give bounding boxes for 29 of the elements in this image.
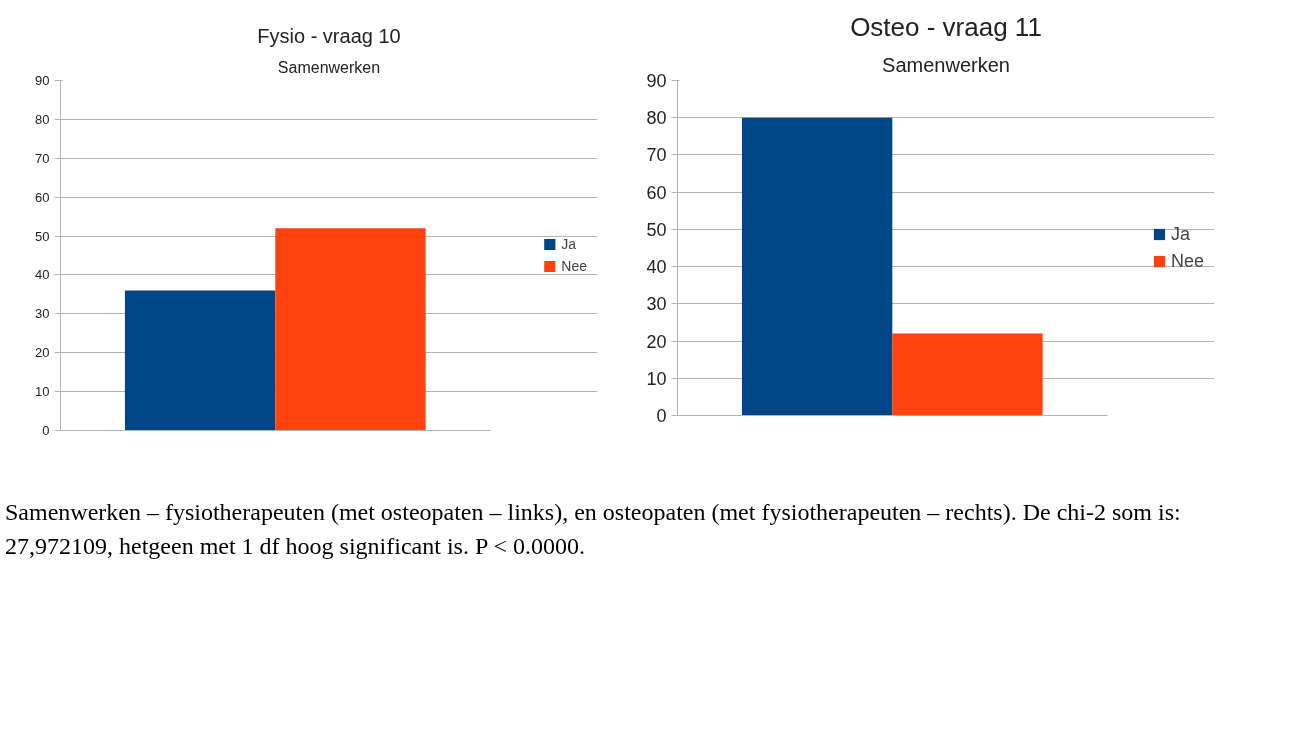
chart-title: Fysio - vraag 10: [257, 24, 401, 47]
y-tick-label: 80: [646, 108, 667, 129]
chart-title: Osteo - vraag 11: [850, 11, 1042, 42]
y-tick-label: 10: [646, 368, 667, 389]
y-tick-label: 0: [42, 423, 50, 438]
y-tick-label: 20: [646, 331, 667, 352]
y-tick-label: 90: [646, 71, 667, 91]
y-tick-label: 70: [646, 145, 667, 166]
legend-label: Nee: [561, 258, 587, 274]
y-tick-label: 70: [35, 150, 50, 166]
legend-label: Nee: [1170, 250, 1204, 272]
y-tick-label: 40: [646, 257, 667, 278]
y-tick-label: 60: [35, 189, 50, 205]
legend-label: Ja: [561, 236, 578, 252]
y-tick-label: 30: [646, 294, 667, 315]
y-tick-label: 30: [35, 306, 50, 322]
chart-subtitle: Samenwerken: [882, 53, 1010, 76]
text: Samenwerken – fysiotherapeuten (met osteopaten – links), en osteopaten (met fysiotherapeuten – rechts). De chi-2 som is: 27,972109, hetgeen met 1 df hoog significant is. P < 0.0000.: [5, 498, 1182, 562]
y-tick-label: 80: [35, 111, 50, 127]
y-tick-label: 40: [35, 267, 50, 283]
y-tick-label: 50: [35, 228, 50, 244]
y-tick-label: 50: [646, 219, 667, 240]
y-tick-label: 60: [646, 182, 667, 203]
legend-label: Ja: [1170, 223, 1191, 245]
y-tick-label: 20: [35, 345, 50, 361]
chart-subtitle: Samenwerken: [277, 58, 381, 76]
y-tick-label: 10: [35, 384, 50, 400]
y-tick-label: 90: [35, 73, 50, 88]
y-tick-label: 0: [656, 406, 667, 426]
